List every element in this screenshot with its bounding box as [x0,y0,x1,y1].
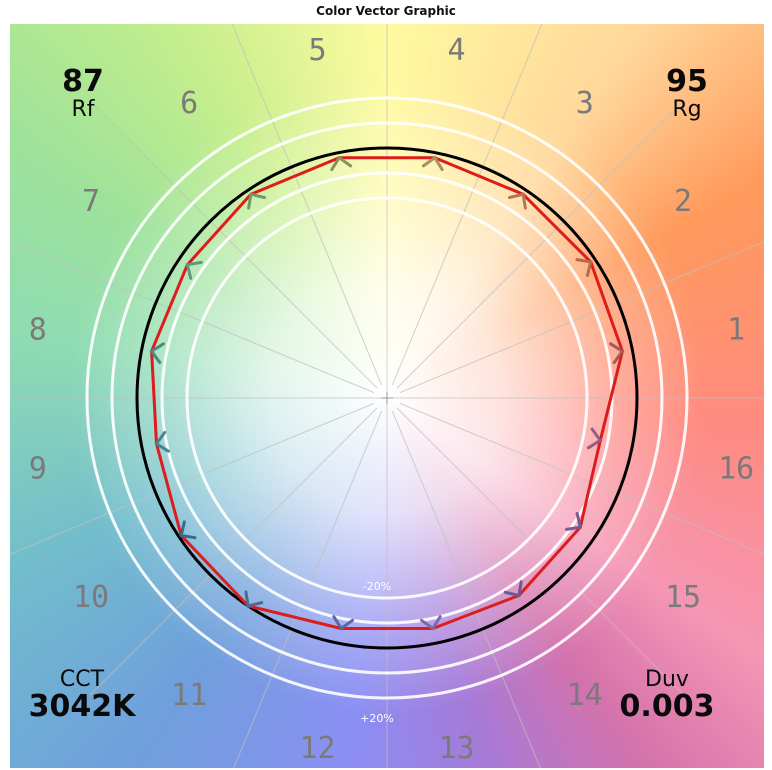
bin-boundary-spoke [90,408,377,695]
hue-bin-label-9: 9 [29,452,47,487]
hue-bin-label-15: 15 [665,580,701,615]
hue-bin-label-1: 1 [727,313,745,348]
rg-value: 95 [652,66,722,98]
bin-boundary-spoke [90,101,377,388]
bin-boundary-spoke [400,403,764,558]
rg-label: Rg [652,98,722,121]
duv-value: 0.003 [612,691,722,723]
hue-shift-arrow-6 [249,194,265,208]
duv-label: Duv [612,668,722,691]
rg-metric: 95 Rg [652,66,722,121]
hue-bin-label-10: 10 [73,580,109,615]
hue-bin-label-12: 12 [299,731,335,766]
plot-area: -20% +20% 1 2 3 4 5 6 7 8 9 10 11 12 13 14 15 16 [10,24,764,768]
hue-bin-label-14: 14 [567,678,603,713]
cct-value: 3042K [20,691,144,723]
cct-label: CCT [20,668,144,691]
duv-metric: Duv 0.003 [612,668,722,723]
hue-shift-arrow-10 [181,522,195,538]
rf-value: 87 [48,66,118,98]
ring-label-plus: +20% [360,712,394,725]
ring-label-minus: -20% [363,580,391,593]
bin-boundary-spoke [226,411,381,768]
hue-bin-label-13: 13 [438,731,474,766]
hue-bin-label-16: 16 [718,452,754,487]
hue-shift-arrow-11 [246,592,262,606]
bin-boundary-spoke [10,403,374,558]
cct-metric: CCT 3042K [20,668,144,723]
hue-shift-arrow-2 [577,260,591,276]
hue-bin-label-4: 4 [447,33,465,68]
hue-bin-label-5: 5 [308,33,326,68]
hue-bin-label-2: 2 [674,184,692,219]
hue-bin-label-3: 3 [576,86,594,121]
bin-boundary-spoke [397,408,684,695]
rf-label: Rf [48,98,118,121]
hue-bin-label-6: 6 [180,86,198,121]
hue-bin-label-8: 8 [29,313,47,348]
rf-metric: 87 Rf [48,66,118,121]
hue-bin-label-7: 7 [82,184,100,219]
bin-boundary-spoke [397,101,684,388]
chart-title: Color Vector Graphic [0,4,772,18]
hue-shift-arrow-3 [510,194,526,208]
hue-bin-label-11: 11 [171,678,207,713]
